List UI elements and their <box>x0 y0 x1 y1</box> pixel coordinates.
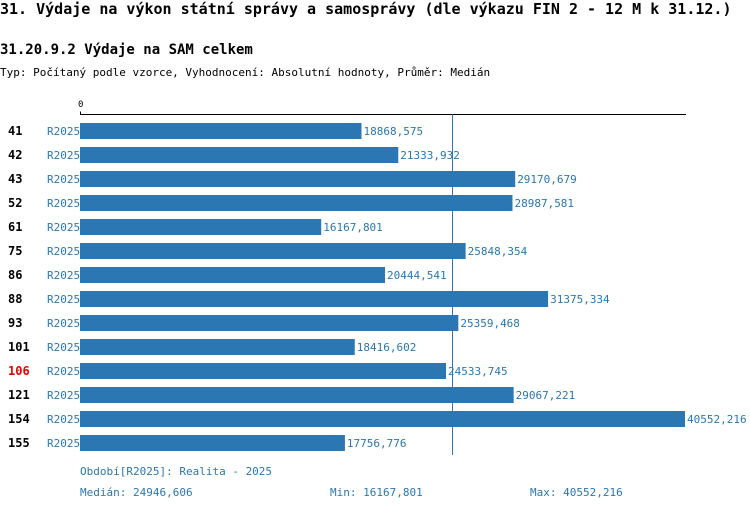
bar-93 <box>80 315 459 331</box>
value-label-41: 18868,575 <box>364 125 424 138</box>
category-label: 101 <box>8 340 30 354</box>
category-label: 93 <box>8 316 22 330</box>
category-label: 75 <box>8 244 22 258</box>
bar-61 <box>80 219 322 235</box>
footer-max: Max: 40552,216 <box>530 486 623 499</box>
series-label: R2025 <box>47 365 80 378</box>
value-label-86: 20444,541 <box>387 269 447 282</box>
category-label: 61 <box>8 220 22 234</box>
bar-121 <box>80 387 514 403</box>
x-axis-zero-label: 0 <box>78 100 83 110</box>
series-label: R2025 <box>47 293 80 306</box>
chart-meta: Typ: Počítaný podle vzorce, Vyhodnocení:… <box>0 66 491 79</box>
category-label: 155 <box>8 436 30 450</box>
value-label-101: 18416,602 <box>357 341 417 354</box>
bar-101 <box>80 339 355 355</box>
series-label: R2025 <box>47 341 80 354</box>
series-label: R2025 <box>47 197 80 210</box>
bar-106 <box>80 363 447 379</box>
bar-42 <box>80 147 399 163</box>
series-label: R2025 <box>47 269 80 282</box>
chart-subtitle: 31.20.9.2 Výdaje na SAM celkem <box>0 42 253 58</box>
bar-86 <box>80 267 386 283</box>
footer-min: Min: 16167,801 <box>330 486 423 499</box>
value-label-106: 24533,745 <box>448 365 508 378</box>
category-label: 42 <box>8 148 22 162</box>
value-label-121: 29067,221 <box>516 389 576 402</box>
series-label: R2025 <box>47 317 80 330</box>
bar-154 <box>80 411 685 427</box>
value-label-154: 40552,216 <box>687 413 747 426</box>
series-label: R2025 <box>47 413 80 426</box>
bar-75 <box>80 243 466 259</box>
value-label-42: 21333,932 <box>400 149 460 162</box>
bar-41 <box>80 123 362 139</box>
footer-period: Období[R2025]: Realita - 2025 <box>80 465 273 478</box>
category-label: 154 <box>8 412 30 426</box>
bar-43 <box>80 171 516 187</box>
value-label-75: 25848,354 <box>468 245 528 258</box>
series-label: R2025 <box>47 389 80 402</box>
value-label-43: 29170,679 <box>517 173 577 186</box>
page-title: 31. Výdaje na výkon státní správy a samo… <box>0 0 732 18</box>
bar-chart: 0 41 R2025 18868,575 42 R2025 21333,932 43 R2025… <box>8 100 747 455</box>
category-label: 106 <box>8 364 30 378</box>
category-label: 43 <box>8 172 22 186</box>
series-label: R2025 <box>47 149 80 162</box>
bar-88 <box>80 291 549 307</box>
bar-52 <box>80 195 513 211</box>
series-label: R2025 <box>47 245 80 258</box>
value-label-88: 31375,334 <box>550 293 610 306</box>
category-label: 88 <box>8 292 22 306</box>
bar-155 <box>80 435 345 451</box>
series-label: R2025 <box>47 221 80 234</box>
series-label: R2025 <box>47 173 80 186</box>
category-label: 52 <box>8 196 22 210</box>
series-label: R2025 <box>47 437 80 450</box>
category-label: 41 <box>8 124 22 138</box>
category-label: 121 <box>8 388 30 402</box>
category-label: 86 <box>8 268 22 282</box>
value-label-52: 28987,581 <box>514 197 574 210</box>
value-label-155: 17756,776 <box>347 437 407 450</box>
footer-median: Medián: 24946,606 <box>80 486 193 499</box>
value-label-61: 16167,801 <box>323 221 383 234</box>
value-label-93: 25359,468 <box>460 317 520 330</box>
series-label: R2025 <box>47 125 80 138</box>
